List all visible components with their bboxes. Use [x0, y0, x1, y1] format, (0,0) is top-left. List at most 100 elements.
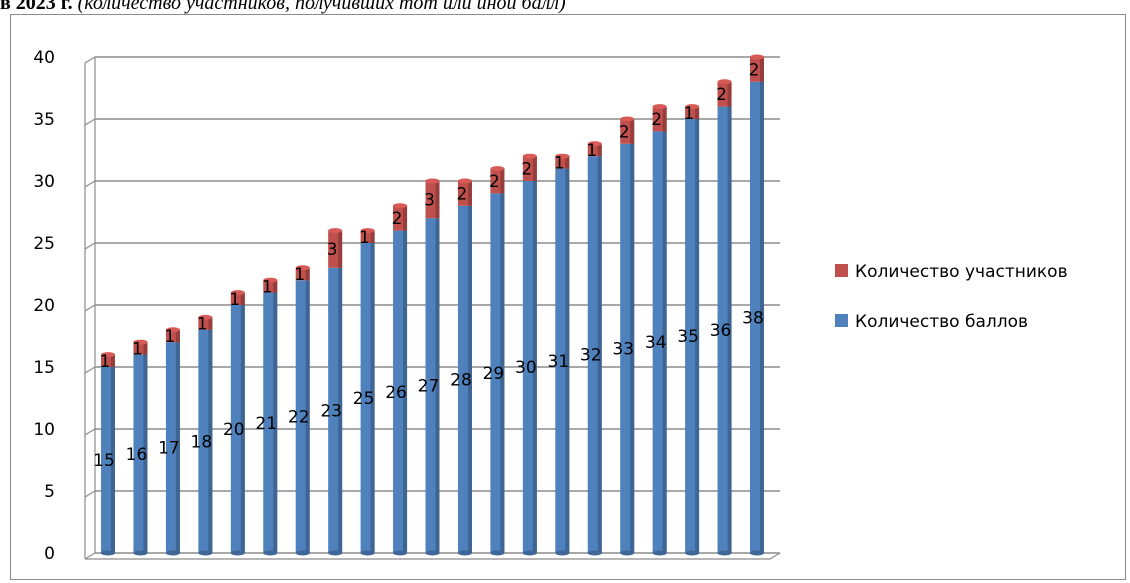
data-label-points: 34 [645, 333, 667, 353]
bar-points-side [338, 267, 343, 553]
bar-participants-top [457, 178, 472, 184]
bar-participants-top [328, 228, 343, 234]
gridline-depth [84, 56, 96, 64]
data-label-points: 33 [612, 339, 634, 359]
bar-participants-side [208, 317, 213, 330]
bar-participants-side [143, 342, 148, 355]
y-tick-label: 20 [33, 296, 55, 316]
bar-participants-side [630, 119, 635, 144]
bar-points-side [532, 181, 537, 553]
bar-points-side [760, 81, 764, 554]
bar-participants-side [597, 143, 602, 157]
bar-points-base [620, 550, 635, 556]
bar-participants-top [360, 228, 375, 234]
bar-participants-side [467, 181, 472, 206]
data-label-participants: 1 [586, 141, 597, 161]
bar-points-side [467, 205, 472, 554]
data-label-participants: 2 [716, 85, 727, 105]
bar-points-base [295, 550, 310, 556]
legend-swatch [835, 264, 848, 277]
bar-participants-top [393, 203, 408, 209]
bar-points-side [240, 305, 245, 553]
data-label-points: 26 [385, 383, 407, 403]
bar-participants-top [425, 178, 440, 184]
bar-points-side [597, 156, 602, 553]
bar-participants-top [750, 54, 764, 60]
bar-participants-top [133, 339, 148, 345]
caption-description: (количество участников, получивших тот и… [77, 0, 566, 14]
bar-points-side [727, 106, 732, 553]
bar-participants-top [263, 277, 278, 283]
bar-points-side [273, 292, 278, 553]
legend: Количество участников Количество баллов [835, 262, 1068, 332]
bar-points-side [500, 193, 505, 553]
data-label-points: 16 [126, 445, 148, 465]
data-label-points: 27 [418, 377, 440, 397]
bar-points-side [370, 243, 375, 553]
bar-points-base [457, 550, 472, 556]
data-label-participants: 3 [424, 191, 435, 211]
y-tick-label: 25 [33, 234, 55, 254]
y-tick-label: 0 [44, 544, 55, 564]
data-label-participants: 1 [100, 352, 111, 372]
bar-participants-top [685, 104, 700, 110]
data-label-participants: 2 [521, 160, 532, 180]
gridline-depth [84, 118, 96, 126]
y-tick-label: 40 [33, 48, 55, 68]
bar-points-base [490, 550, 505, 556]
bar-points-side [305, 280, 310, 553]
data-label-points: 32 [580, 346, 602, 366]
bar-points-side [565, 168, 570, 553]
data-label-points: 18 [191, 432, 213, 452]
bar-points-side [695, 119, 700, 553]
bar-points-base [198, 550, 213, 556]
bar-points-base [393, 550, 408, 556]
data-label-participants: 1 [197, 315, 208, 335]
caption-year: в 2023 г. [0, 0, 73, 14]
bar-participants-side [760, 57, 764, 82]
bar-points-side [435, 218, 440, 553]
gridline-depth [84, 428, 96, 436]
bar-points-side [662, 131, 667, 553]
y-tick-label: 5 [44, 482, 55, 502]
bar-points-base [425, 550, 440, 556]
bar-participants-side [111, 354, 115, 367]
data-label-participants: 1 [229, 290, 240, 310]
data-label-points: 15 [93, 451, 115, 471]
y-tick-label: 10 [33, 420, 55, 440]
bar-participants-side [370, 230, 375, 243]
bar-participants-top [620, 116, 635, 122]
bar-points-base [263, 550, 278, 556]
bar-participants-top [490, 166, 505, 172]
bar-points-side [208, 329, 213, 553]
bar-participants-side [662, 106, 667, 132]
data-label-points: 29 [483, 364, 505, 384]
bar-participants-top [522, 153, 537, 159]
bar-points-base [587, 550, 602, 556]
bar-participants-side [435, 181, 440, 219]
data-label-participants: 2 [489, 172, 500, 192]
data-label-participants: 1 [132, 339, 143, 359]
y-tick-label: 30 [33, 172, 55, 192]
bar-points-base [133, 550, 148, 556]
bar-points-side [111, 367, 115, 553]
bar-participants-side [500, 168, 505, 194]
data-label-points: 31 [547, 352, 569, 372]
bar-participants-side [338, 230, 343, 268]
bar-participants-side [403, 205, 408, 231]
y-tick-label: 35 [33, 110, 55, 130]
gridline-depth [84, 180, 96, 188]
data-label-points: 30 [515, 358, 537, 378]
bar-participants-top [652, 104, 667, 110]
data-label-participants: 1 [554, 153, 565, 173]
bar-points-base [165, 550, 180, 556]
bar-points-side [143, 354, 148, 553]
data-label-points: 35 [677, 327, 699, 347]
bar-participants-top [198, 314, 213, 320]
legend-entry: Количество баллов [855, 312, 1028, 332]
bar-points-base [101, 550, 115, 556]
bar-participants-side [727, 81, 732, 107]
floor-edge [85, 552, 781, 560]
data-label-points: 28 [450, 370, 472, 390]
bar-participants-side [565, 156, 570, 169]
